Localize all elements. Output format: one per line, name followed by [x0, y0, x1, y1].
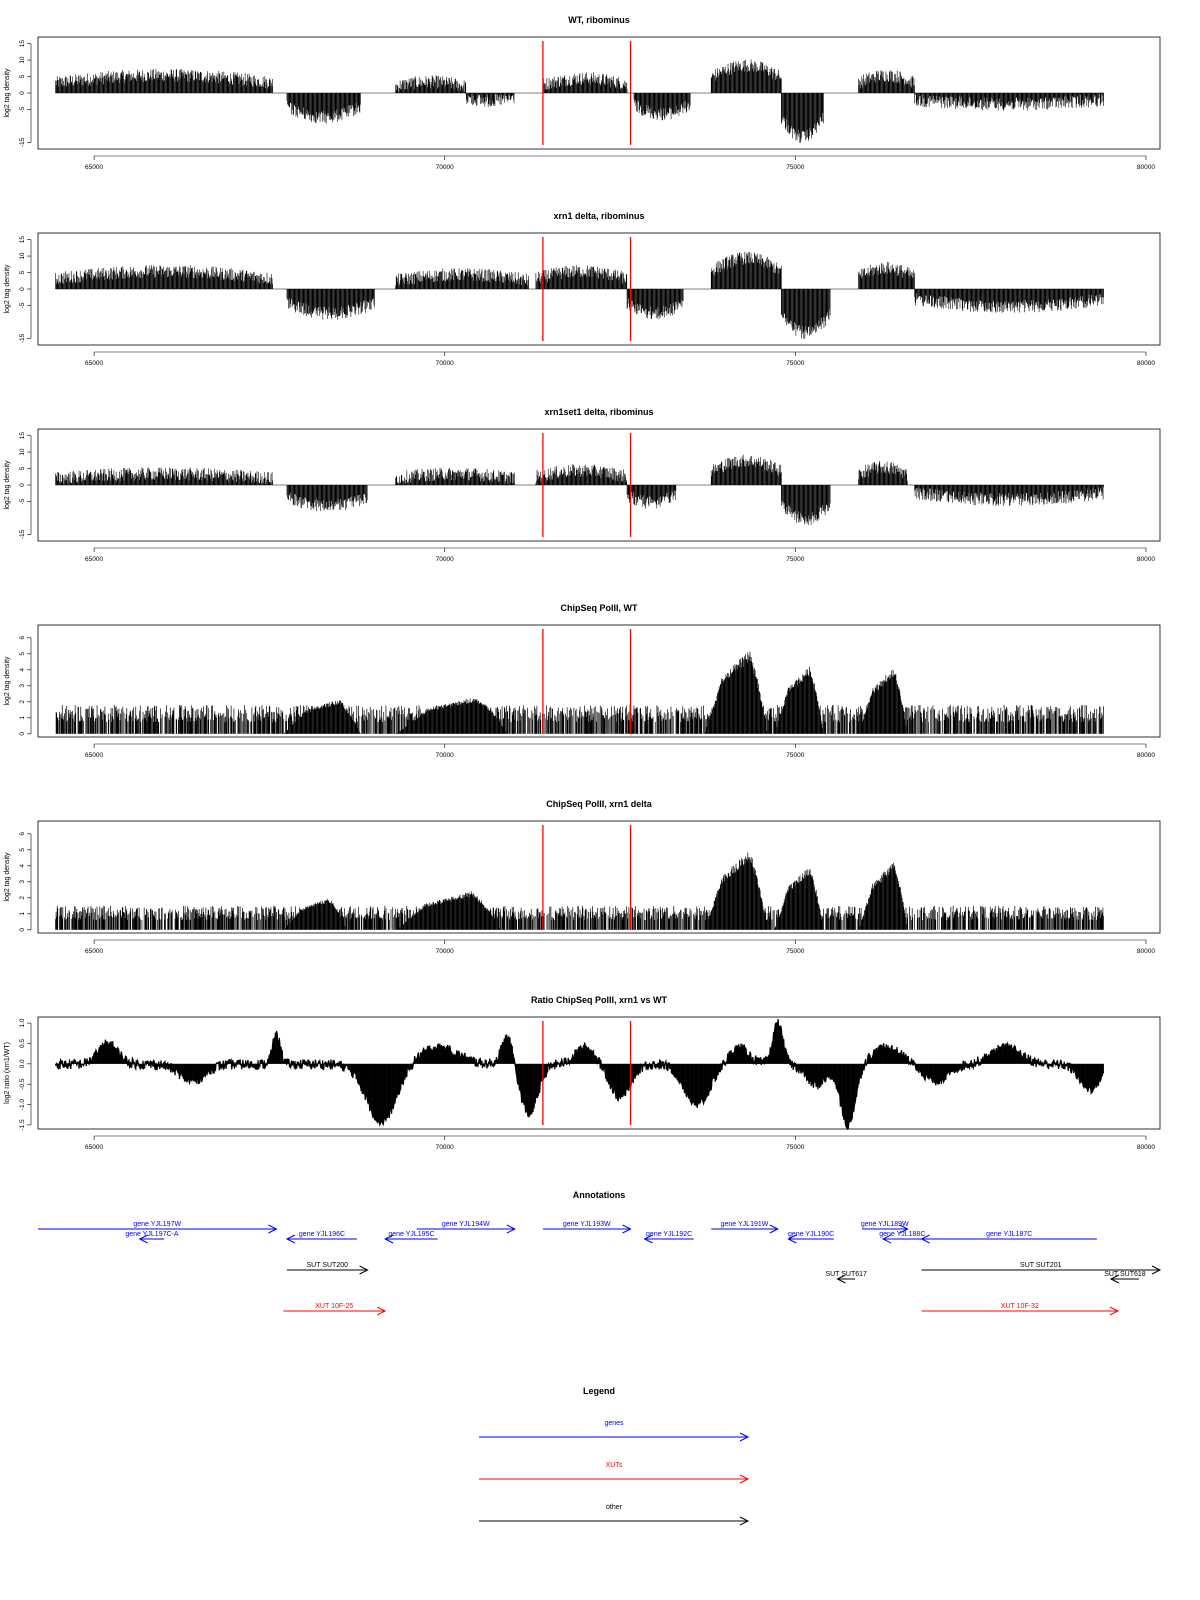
y-tick-label: -15 — [19, 333, 26, 343]
track-xrn1_ribo: xrn1 delta, ribominus -15 -5 0 5 10 15 log2 tag… — [4, 211, 1161, 367]
y-tick-label: -5 — [19, 302, 26, 308]
y-tick-label: -15 — [19, 137, 26, 147]
track-title: WT, ribominus — [568, 15, 630, 25]
y-tick-label: 10 — [19, 56, 26, 64]
y-axis-label: log2 tag density — [4, 264, 11, 314]
y-tick-label: 5 — [19, 74, 26, 78]
x-tick-label: 80000 — [1137, 164, 1155, 171]
track-xrn1set1_ribo: xrn1set1 delta, ribominus-15-5051015log2… — [4, 407, 1161, 563]
track-bars — [55, 454, 1104, 526]
x-tick-label: 65000 — [85, 164, 103, 171]
x-tick-label: 70000 — [436, 164, 454, 171]
x-tick-label: 65000 — [85, 360, 103, 367]
track-title: xrn1set1 delta, ribominus — [544, 407, 653, 417]
y-tick-label: 10 — [19, 252, 26, 260]
plot-frame — [37, 36, 1161, 150]
y-tick-label: 0 — [19, 287, 26, 291]
y-tick-label: -5 — [19, 106, 26, 112]
track-bars — [55, 59, 1104, 143]
track-bars — [55, 251, 1104, 339]
y-tick-label: 15 — [19, 236, 26, 244]
y-axis-label: log2 tag density — [4, 68, 11, 118]
x-tick-label: 80000 — [1137, 360, 1155, 367]
track-wt_ribo: WT, ribominus -15 -5 0 5 10 15 log2 tag density… — [4, 15, 1161, 171]
y-tick-label: 0 — [19, 91, 26, 95]
y-tick-label: 5 — [19, 270, 26, 274]
plot-frame — [37, 232, 1161, 346]
x-tick-label: 75000 — [786, 360, 804, 367]
y-tick-label: 15 — [19, 40, 26, 48]
x-tick-label: 75000 — [786, 164, 804, 171]
track-title: xrn1 delta, ribominus — [553, 211, 644, 221]
x-tick-label: 70000 — [436, 360, 454, 367]
